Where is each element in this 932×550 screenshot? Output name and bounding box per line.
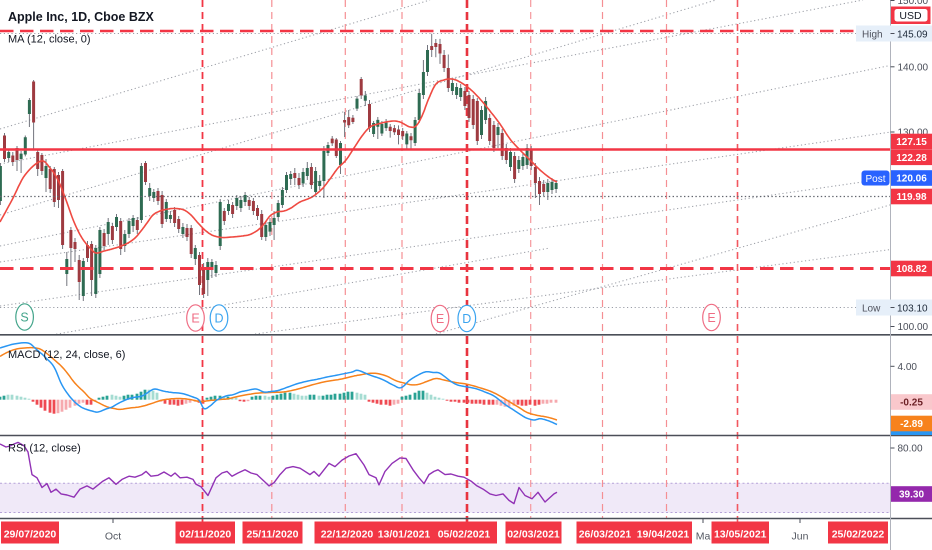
svg-text:80.00: 80.00 bbox=[898, 444, 923, 455]
svg-text:103.10: 103.10 bbox=[897, 304, 928, 315]
svg-text:108.82: 108.82 bbox=[896, 264, 927, 275]
svg-text:25/02/2022: 25/02/2022 bbox=[832, 529, 885, 541]
svg-text:13/05/2021: 13/05/2021 bbox=[714, 529, 767, 541]
svg-text:29/07/2020: 29/07/2020 bbox=[4, 529, 57, 541]
svg-text:E: E bbox=[191, 311, 199, 325]
svg-text:13/01/2021: 13/01/2021 bbox=[378, 529, 431, 541]
svg-text:22/12/2020: 22/12/2020 bbox=[321, 529, 374, 541]
svg-text:USD: USD bbox=[899, 10, 922, 22]
svg-text:4.00: 4.00 bbox=[898, 362, 918, 373]
svg-text:130.00: 130.00 bbox=[898, 128, 929, 139]
svg-text:High: High bbox=[862, 30, 883, 41]
svg-text:19/04/2021: 19/04/2021 bbox=[637, 529, 690, 541]
svg-text:02/11/2020: 02/11/2020 bbox=[179, 529, 231, 541]
svg-text:150.00: 150.00 bbox=[898, 0, 929, 7]
svg-text:39.30: 39.30 bbox=[899, 490, 924, 501]
svg-text:E: E bbox=[436, 312, 444, 326]
svg-text:119.98: 119.98 bbox=[896, 192, 926, 203]
svg-text:Post: Post bbox=[865, 174, 885, 185]
svg-text:MA (12, close, 0): MA (12, close, 0) bbox=[8, 34, 91, 46]
svg-text:MACD (12, 24, close, 6): MACD (12, 24, close, 6) bbox=[8, 349, 125, 361]
svg-text:Oct: Oct bbox=[105, 531, 121, 543]
svg-text:Jun: Jun bbox=[792, 531, 809, 543]
svg-text:S: S bbox=[20, 310, 28, 324]
svg-text:D: D bbox=[214, 311, 223, 325]
svg-text:D: D bbox=[462, 312, 471, 326]
svg-text:05/02/2021: 05/02/2021 bbox=[438, 529, 491, 541]
svg-text:Low: Low bbox=[862, 304, 881, 315]
svg-text:Apple Inc, 1D, Cboe BZX: Apple Inc, 1D, Cboe BZX bbox=[8, 10, 155, 24]
svg-text:127.15: 127.15 bbox=[896, 137, 927, 148]
svg-text:RSI (12, close): RSI (12, close) bbox=[8, 443, 81, 455]
svg-text:140.00: 140.00 bbox=[898, 62, 929, 73]
svg-text:122.28: 122.28 bbox=[896, 153, 927, 164]
svg-text:100.00: 100.00 bbox=[898, 322, 929, 333]
svg-text:02/03/2021: 02/03/2021 bbox=[507, 529, 560, 541]
svg-text:120.06: 120.06 bbox=[896, 174, 927, 185]
svg-text:26/03/2021: 26/03/2021 bbox=[579, 529, 632, 541]
svg-text:-2.89: -2.89 bbox=[900, 419, 923, 430]
svg-text:E: E bbox=[707, 311, 715, 325]
svg-text:-0.25: -0.25 bbox=[900, 398, 923, 409]
svg-text:145.09: 145.09 bbox=[897, 30, 928, 41]
svg-text:25/11/2020: 25/11/2020 bbox=[247, 529, 299, 541]
svg-text:Ma: Ma bbox=[696, 531, 711, 543]
